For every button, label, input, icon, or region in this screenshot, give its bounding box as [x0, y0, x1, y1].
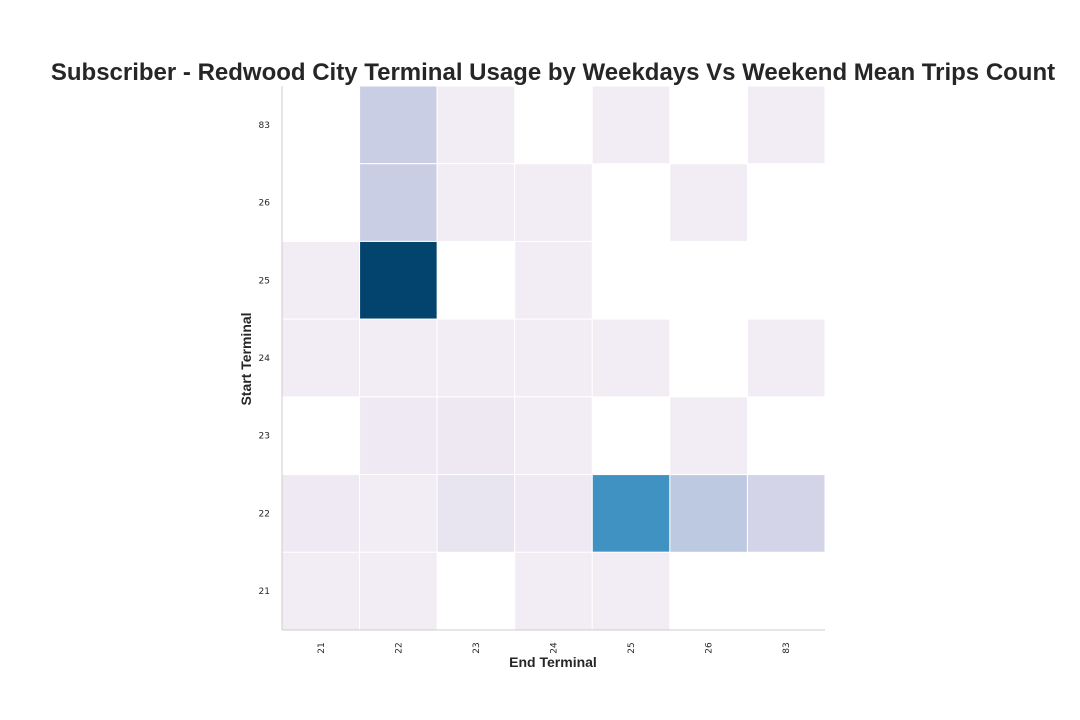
heatmap-cell-22-24 [514, 474, 593, 553]
heatmap-cell-21-24 [514, 551, 593, 631]
chart-title: Subscriber - Redwood City Terminal Usage… [51, 59, 1055, 86]
heatmap-cell-26-24 [514, 163, 593, 242]
y-tick-label-83: 83 [259, 121, 270, 131]
heatmap-cell-24-22 [359, 318, 438, 398]
heatmap-cell-21-21 [281, 551, 361, 631]
heatmap-cell-83-22 [359, 85, 438, 165]
heatmap-cell-22-23 [436, 474, 516, 553]
heatmap-cell-21-22 [359, 551, 438, 631]
heatmap-cell-26-26 [669, 163, 748, 242]
heatmap-cell-25-24 [514, 240, 593, 320]
heatmap-cell-24-21 [281, 318, 361, 398]
heatmap-cell-23-23 [436, 396, 516, 476]
heatmap-cell-22-25 [591, 474, 671, 553]
y-tick-label-22: 22 [259, 509, 270, 519]
heatmap-cell-22-21 [281, 474, 361, 553]
x-tick-label-83: 83 [782, 642, 792, 653]
heatmap-cell-25-22 [359, 240, 438, 320]
y-tick-label-23: 23 [259, 432, 270, 442]
heatmap-cell-22-26 [669, 474, 748, 553]
heatmap-cell-83-25 [591, 85, 671, 165]
heatmap-cell-83-23 [436, 85, 516, 165]
y-tick-label-25: 25 [259, 276, 270, 286]
heatmap-cells [281, 85, 826, 631]
x-axis-label: End Terminal [509, 654, 597, 670]
heatmap-cell-24-25 [591, 318, 671, 398]
heatmap-cell-26-23 [436, 163, 516, 242]
heatmap-cell-26-22 [359, 163, 438, 242]
heatmap-cell-23-24 [514, 396, 593, 476]
y-tick-label-24: 24 [259, 354, 271, 364]
y-tick-labels: 83 26 25 24 23 22 21 [259, 121, 271, 597]
y-tick-label-21: 21 [259, 587, 270, 597]
y-tick-label-26: 26 [259, 199, 271, 209]
heatmap-cell-23-26 [669, 396, 748, 476]
heatmap-cell-24-23 [436, 318, 516, 398]
x-tick-label-26: 26 [705, 642, 715, 654]
x-tick-label-22: 22 [394, 642, 404, 653]
heatmap-cell-23-22 [359, 396, 438, 476]
x-tick-labels: 21 22 23 24 25 26 83 [317, 642, 792, 654]
heatmap-cell-22-83 [746, 474, 826, 553]
heatmap-cell-21-25 [591, 551, 671, 631]
x-tick-label-23: 23 [472, 642, 482, 653]
heatmap-cell-25-21 [281, 240, 361, 320]
x-tick-label-25: 25 [627, 642, 637, 653]
heatmap-cell-83-83 [746, 85, 826, 165]
heatmap-cell-22-22 [359, 474, 438, 553]
x-tick-label-21: 21 [317, 642, 327, 653]
heatmap-cell-24-24 [514, 318, 593, 398]
heatmap-cell-24-83 [746, 318, 826, 398]
x-tick-label-24: 24 [550, 642, 560, 654]
y-axis-label: Start Terminal [238, 312, 254, 405]
